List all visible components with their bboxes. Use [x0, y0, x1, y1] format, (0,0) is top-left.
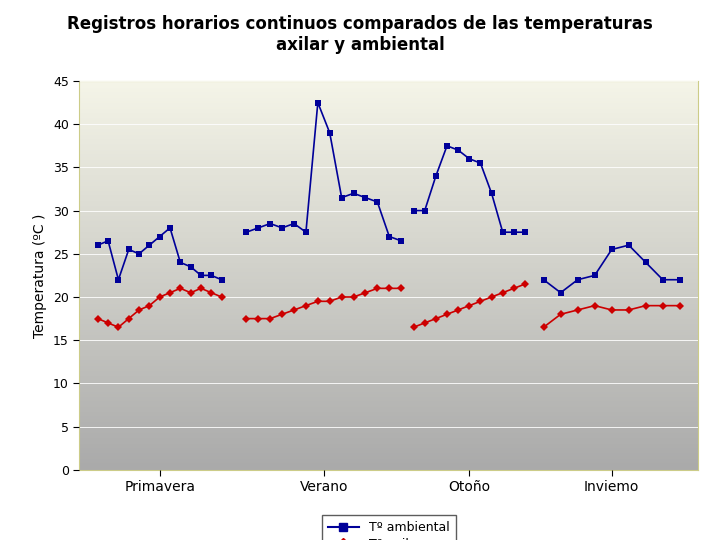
- Text: Registros horarios continuos comparados de las temperaturas
axilar y ambiental: Registros horarios continuos comparados …: [67, 15, 653, 54]
- Y-axis label: Temperatura (ºC ): Temperatura (ºC ): [33, 213, 48, 338]
- Legend: Tº ambiental, Tº axilar: Tº ambiental, Tº axilar: [322, 515, 456, 540]
